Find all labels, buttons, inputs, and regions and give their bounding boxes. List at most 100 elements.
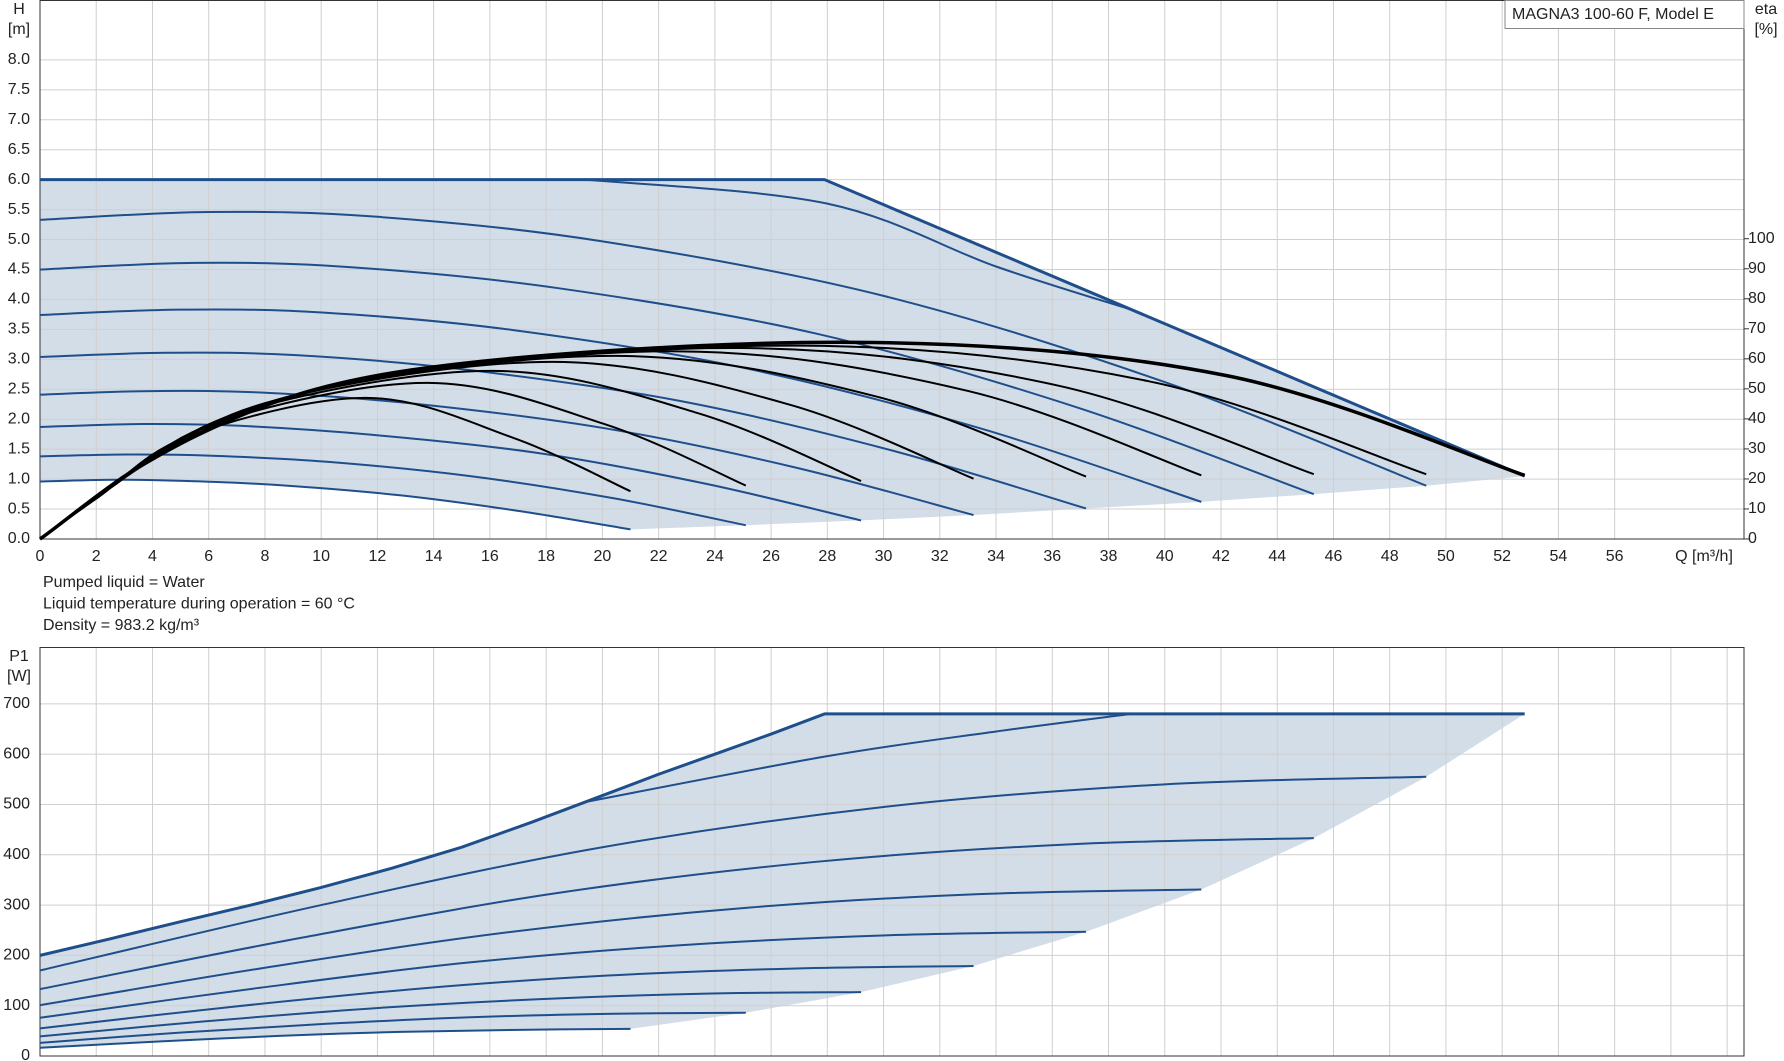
x-tick-label: 4	[148, 548, 157, 565]
x-tick-label: 26	[762, 548, 780, 565]
x-tick-label: 42	[1212, 548, 1230, 565]
curve	[39, 712, 1525, 957]
x-tick-label: 8	[260, 548, 269, 565]
y2-tick-label: 10	[1748, 500, 1766, 517]
x-tick-label: 50	[1437, 548, 1455, 565]
y-tick-label: 2.5	[8, 380, 30, 397]
curve	[39, 210, 1427, 487]
annotation: Density = 983.2 kg/m³	[43, 617, 200, 634]
x-tick-label: 18	[537, 548, 555, 565]
curve	[39, 888, 1202, 1007]
y-tick-label: 400	[3, 846, 30, 863]
y-tick-label: 200	[3, 947, 30, 964]
y-tick-label: 0.5	[8, 500, 30, 517]
curve	[39, 422, 862, 522]
x-tick-label: 24	[706, 548, 724, 565]
y-axis-unit: [m]	[8, 21, 30, 38]
x-tick-label: 30	[875, 548, 893, 565]
x-tick-label: 44	[1268, 548, 1286, 565]
x-tick-label: 56	[1606, 548, 1624, 565]
x-tick-label: 2	[92, 548, 101, 565]
y-tick-label: 1.0	[8, 470, 30, 487]
x-tick-label: 14	[425, 548, 443, 565]
y-tick-label: 4.0	[8, 291, 30, 308]
y2-tick-label: 20	[1748, 470, 1766, 487]
curve	[585, 712, 1132, 803]
curve	[39, 389, 974, 517]
curve	[585, 178, 1132, 311]
curve	[39, 930, 1087, 1019]
y2-tick-label: 70	[1748, 320, 1766, 337]
plot-frame	[39, 0, 1745, 540]
x-tick-label: 38	[1100, 548, 1118, 565]
y2-tick-label: 30	[1748, 440, 1766, 457]
y2-tick-label: 50	[1748, 380, 1766, 397]
y-tick-label: 3.5	[8, 321, 30, 338]
y2-axis-label: eta	[1755, 1, 1777, 18]
y2-tick-label: 90	[1748, 260, 1766, 277]
y-tick-label: 600	[3, 745, 30, 762]
y-tick-label: 300	[3, 896, 30, 913]
y-tick-label: 5.0	[8, 231, 30, 248]
y-tick-label: 100	[3, 997, 30, 1014]
curve	[39, 261, 1315, 496]
curve	[39, 308, 1202, 503]
y-tick-label: 7.0	[8, 111, 30, 128]
operating-area	[40, 713, 1525, 1048]
y-tick-label: 700	[3, 695, 30, 712]
x-tick-label: 22	[650, 548, 668, 565]
x-tick-label: 52	[1493, 548, 1511, 565]
x-tick-label: 16	[481, 548, 499, 565]
curve	[39, 775, 1427, 972]
y-axis-unit: [W]	[7, 668, 31, 685]
x-tick-label: 54	[1550, 548, 1568, 565]
title-box	[1504, 0, 1745, 29]
curve	[39, 1027, 631, 1049]
curve	[39, 964, 974, 1030]
y-tick-label: 500	[3, 796, 30, 813]
curve	[39, 991, 862, 1038]
x-tick-label: 0	[36, 548, 45, 565]
x-tick-label: 36	[1043, 548, 1061, 565]
y2-axis-unit: [%]	[1754, 21, 1777, 38]
annotation: Pumped liquid = Water	[43, 574, 205, 591]
y-tick-label: 3.0	[8, 351, 30, 368]
x-tick-label: 28	[818, 548, 836, 565]
curve	[39, 1011, 746, 1044]
x-tick-label: 6	[204, 548, 213, 565]
curve	[39, 340, 1526, 541]
curve	[39, 478, 631, 531]
y2-tick-label: 100	[1748, 230, 1775, 247]
curve	[39, 837, 1314, 991]
curve	[40, 178, 1526, 478]
y-tick-label: 6.0	[8, 171, 30, 188]
plot-frame	[39, 647, 1745, 1057]
y2-tick-label: 40	[1748, 410, 1766, 427]
y-tick-label: 5.5	[8, 201, 30, 218]
y-tick-label: 7.5	[8, 81, 30, 98]
y-tick-label: 4.5	[8, 261, 30, 278]
y-tick-label: 6.5	[8, 141, 30, 158]
chart-title: MAGNA3 100-60 F, Model E	[1512, 6, 1714, 23]
y-tick-label: 0	[21, 1047, 30, 1061]
x-tick-label: 20	[593, 548, 611, 565]
y-axis-label: P1	[9, 648, 29, 665]
y-tick-label: 1.5	[8, 440, 30, 457]
y-tick-label: 8.0	[8, 51, 30, 68]
y2-tick-label: 0	[1748, 530, 1757, 547]
y-tick-label: 0.0	[8, 530, 30, 547]
y-tick-label: 2.0	[8, 410, 30, 427]
x-tick-label: 48	[1381, 548, 1399, 565]
y2-tick-label: 60	[1748, 350, 1766, 367]
x-tick-label: 40	[1156, 548, 1174, 565]
y2-tick-label: 80	[1748, 290, 1766, 307]
x-tick-label: 10	[312, 548, 330, 565]
x-axis-label: Q [m³/h]	[1675, 548, 1733, 565]
annotation: Liquid temperature during operation = 60…	[43, 596, 355, 613]
operating-area	[40, 179, 1525, 530]
curve	[39, 453, 746, 527]
x-tick-label: 12	[369, 548, 387, 565]
curve	[39, 351, 1087, 510]
x-tick-label: 32	[931, 548, 949, 565]
